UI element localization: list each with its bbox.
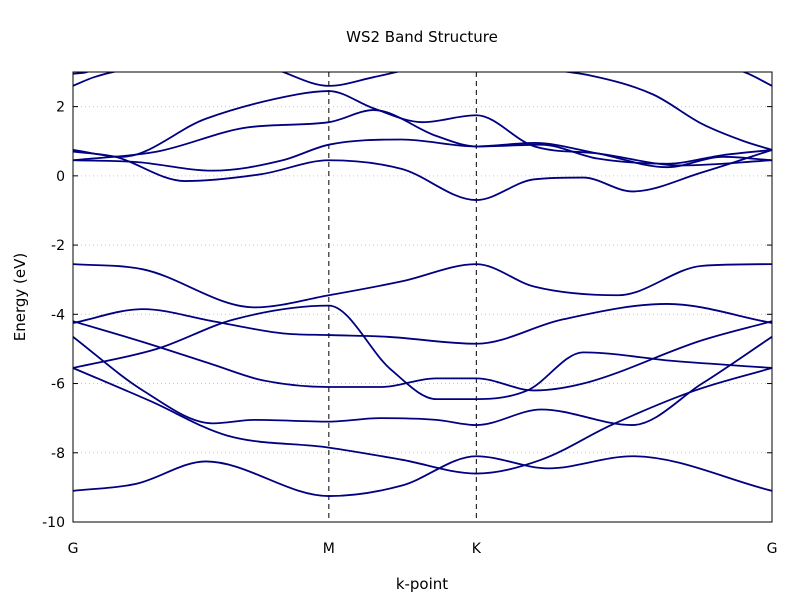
x-tick-label: K <box>472 541 482 557</box>
plot-frame <box>72 71 773 523</box>
y-tick-label: -2 <box>51 238 65 254</box>
x-axis-label: k-point <box>396 575 448 593</box>
band-line-11 <box>73 90 772 167</box>
band-line-9 <box>73 138 772 172</box>
grid-lines <box>73 106 772 454</box>
band-line-4 <box>73 320 772 392</box>
y-tick-label: -10 <box>42 515 65 531</box>
x-tick-label: G <box>68 541 79 557</box>
x-tick-label: G <box>767 541 778 557</box>
band-line-1 <box>73 455 772 497</box>
band-line-8 <box>73 149 772 201</box>
band-line-7 <box>73 263 772 309</box>
y-tick-label: 2 <box>56 100 65 116</box>
band-line-10 <box>73 109 772 165</box>
y-axis-label: Energy (eV) <box>11 253 29 341</box>
chart-title: WS2 Band Structure <box>346 28 498 46</box>
y-tick-label: -6 <box>51 377 65 393</box>
y-ticks: -10 -8 -6 -4 -2 0 2 <box>42 100 772 531</box>
band-lines <box>73 72 772 497</box>
band-line-5 <box>73 304 772 401</box>
x-tick-label: M <box>323 541 335 557</box>
band-line-12 <box>73 72 772 151</box>
band-line-2 <box>73 367 772 475</box>
band-line-3 <box>73 336 772 426</box>
y-tick-label: -8 <box>51 446 65 462</box>
y-tick-label: -4 <box>51 307 65 323</box>
band-line-6 <box>73 303 772 345</box>
y-tick-label: 0 <box>56 169 65 185</box>
